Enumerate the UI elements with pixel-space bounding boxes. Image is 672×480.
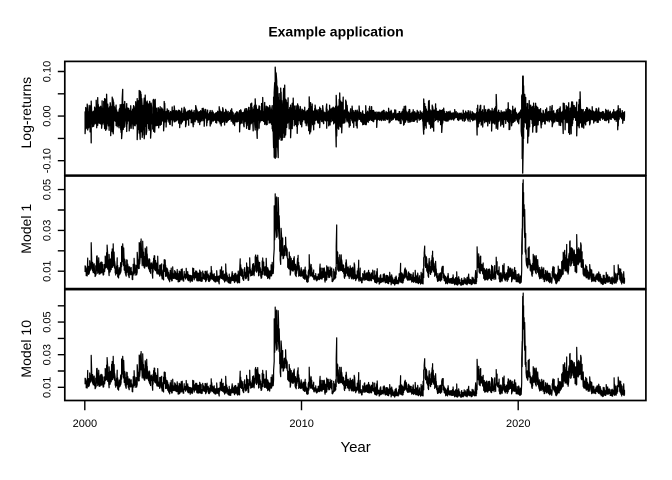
svg-text:0.05: 0.05 (41, 311, 53, 332)
svg-text:0.05: 0.05 (41, 179, 53, 200)
svg-text:Example application: Example application (268, 24, 403, 40)
svg-text:Year: Year (340, 439, 370, 456)
svg-text:0.03: 0.03 (41, 344, 53, 365)
svg-text:Model 10: Model 10 (18, 320, 34, 378)
svg-text:Log-returns: Log-returns (18, 77, 34, 149)
svg-text:-0.10: -0.10 (41, 148, 53, 173)
svg-text:0.03: 0.03 (41, 220, 53, 241)
svg-text:2020: 2020 (506, 418, 530, 430)
svg-text:0.01: 0.01 (41, 377, 53, 398)
svg-text:2000: 2000 (73, 418, 97, 430)
svg-text:2010: 2010 (289, 418, 313, 430)
svg-text:0.10: 0.10 (41, 61, 53, 82)
svg-text:Model 1: Model 1 (18, 204, 34, 254)
svg-text:0.01: 0.01 (41, 260, 53, 281)
svg-text:0.00: 0.00 (41, 105, 53, 126)
